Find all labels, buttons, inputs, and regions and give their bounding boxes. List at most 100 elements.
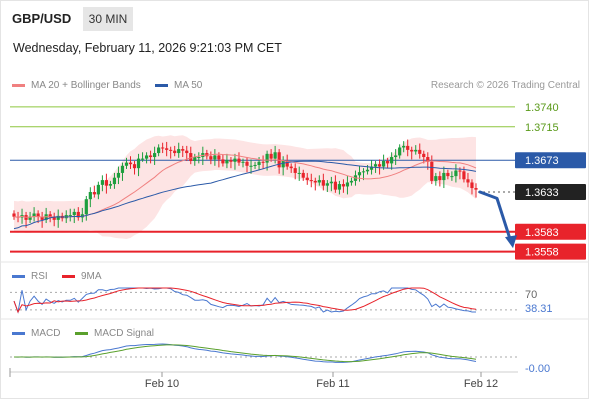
legend-rsi: RSI (12, 271, 48, 282)
candle-body (365, 169, 370, 172)
candle-body (197, 157, 201, 159)
candle-body (341, 184, 346, 187)
level-tag-1.3583 (515, 223, 586, 240)
candle-body (189, 153, 193, 162)
candle-body (474, 188, 478, 190)
candle-body (406, 145, 410, 150)
candle-body (169, 149, 173, 151)
candle-body (181, 149, 185, 151)
candle-body (333, 181, 337, 190)
legend-rsi-label: RSI (31, 271, 48, 282)
legend-macd-label: MACD (31, 328, 61, 339)
candle-body (116, 172, 121, 178)
candle-body (140, 158, 145, 160)
candle-body (442, 172, 446, 181)
level-label-1.3715: 1.3715 (525, 122, 559, 134)
candle-body (297, 172, 301, 174)
candle-body (361, 171, 366, 173)
x-tick-label: Feb 10 (145, 378, 179, 390)
candle-body (458, 170, 462, 172)
ma20-swatch-icon (12, 83, 25, 87)
candle-body (120, 165, 125, 173)
candle-body (390, 157, 394, 164)
candle-body (72, 211, 76, 216)
macd-line (13, 343, 477, 363)
candle-body (237, 158, 241, 163)
candle-body (325, 183, 329, 186)
candle-body (48, 214, 52, 218)
candle-body (100, 180, 104, 185)
candle-body (261, 161, 265, 163)
candle-body (386, 161, 390, 164)
candle-body (84, 199, 88, 215)
credit-label: Research © 2026 Trading Central (430, 80, 580, 91)
candle-body (32, 213, 36, 217)
candle-body (422, 153, 426, 158)
candle-body (144, 155, 149, 159)
candle-body (470, 182, 474, 189)
candle-body (40, 216, 44, 220)
candle-body (329, 181, 333, 184)
candle-body (165, 148, 169, 150)
candle-body (185, 150, 189, 154)
level-label-1.3740: 1.3740 (525, 102, 559, 114)
candle-body (80, 214, 84, 218)
candle-body (273, 152, 277, 159)
candle-body (410, 149, 414, 152)
candle-body (157, 147, 161, 154)
timeframe-button[interactable]: 30 MIN (83, 7, 133, 31)
candle-body (233, 158, 237, 162)
candle-body (301, 172, 305, 178)
candle-body (148, 155, 153, 158)
candle-body (466, 179, 470, 183)
legend-ma50-label: MA 50 (174, 80, 203, 91)
candle-body (92, 192, 96, 195)
candle-body (450, 176, 454, 178)
candle-body (309, 180, 313, 182)
symbol-title: GBP/USD (12, 11, 72, 26)
legend-ma20: MA 20 + Bollinger Bands (12, 80, 141, 91)
candle-body (249, 165, 253, 167)
level-label-1.3633: 1.3633 (525, 187, 559, 199)
candle-body (193, 157, 197, 162)
candle-body (96, 184, 100, 195)
candle-body (349, 180, 354, 183)
projection-arrowhead-icon (505, 235, 517, 249)
candle-body (161, 147, 165, 149)
candle-body (177, 149, 181, 154)
candle-body (56, 215, 60, 220)
x-tick-label: Feb 12 (464, 378, 498, 390)
candle-body (430, 161, 434, 181)
candle-body (402, 145, 406, 148)
level-tag-1.3558 (515, 243, 586, 260)
candle-body (221, 159, 225, 164)
candle-body (317, 180, 321, 183)
candle-body (124, 162, 129, 166)
macd-signal-line (14, 344, 477, 363)
candle-body (108, 184, 113, 186)
candle-body (68, 215, 72, 217)
rsi-label-70: 70 (525, 289, 537, 301)
candle-body (357, 172, 362, 176)
legend-ma9: 9MA (62, 271, 102, 282)
candle-body (289, 166, 293, 169)
candle-body (12, 213, 16, 217)
rsi-swatch-icon (12, 274, 25, 278)
candle-body (313, 180, 317, 183)
projection-arrow (478, 190, 513, 244)
candle-body (285, 161, 289, 167)
level-label-1.3673: 1.3673 (525, 155, 559, 167)
candle-body (293, 168, 297, 173)
candle-body (28, 216, 32, 220)
candle-body (321, 180, 325, 186)
legend-ma20-label: MA 20 + Bollinger Bands (31, 80, 141, 91)
level-tag-1.3673 (515, 152, 586, 169)
candle-body (213, 155, 217, 160)
candle-body (245, 161, 249, 166)
ma9-swatch-icon (62, 274, 75, 278)
candle-body (345, 182, 350, 187)
macd-swatch-icon (12, 331, 25, 335)
level-tag-1.3633 (515, 184, 586, 201)
